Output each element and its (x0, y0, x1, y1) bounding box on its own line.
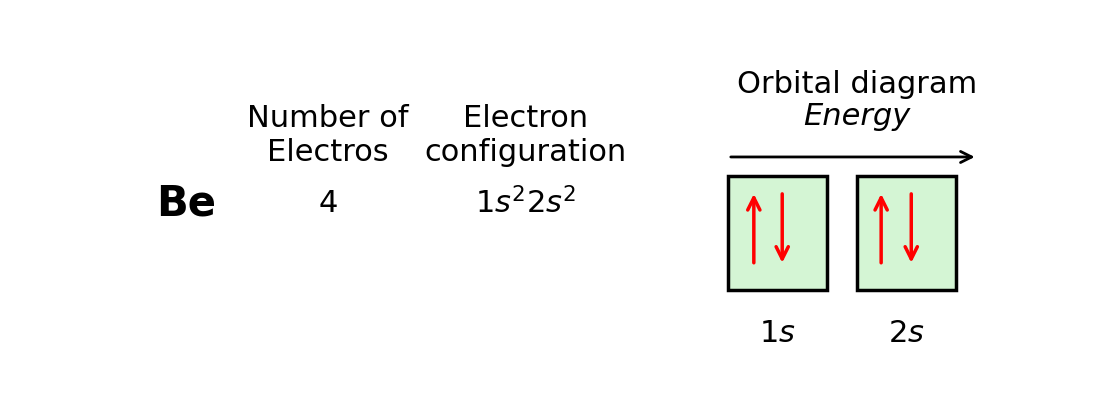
Text: Energy: Energy (804, 102, 910, 131)
Text: $2s$: $2s$ (888, 319, 925, 348)
Text: $1s$: $1s$ (759, 319, 796, 348)
Bar (728, 176, 827, 291)
Text: Electron
configuration: Electron configuration (425, 104, 627, 167)
Text: Orbital diagram: Orbital diagram (737, 70, 977, 99)
Text: Be: Be (157, 183, 216, 224)
Text: 4: 4 (319, 189, 337, 218)
Bar (857, 176, 956, 291)
Text: $1s^{2}2s^{2}$: $1s^{2}2s^{2}$ (475, 187, 576, 220)
Text: Number of
Electros: Number of Electros (248, 104, 408, 167)
